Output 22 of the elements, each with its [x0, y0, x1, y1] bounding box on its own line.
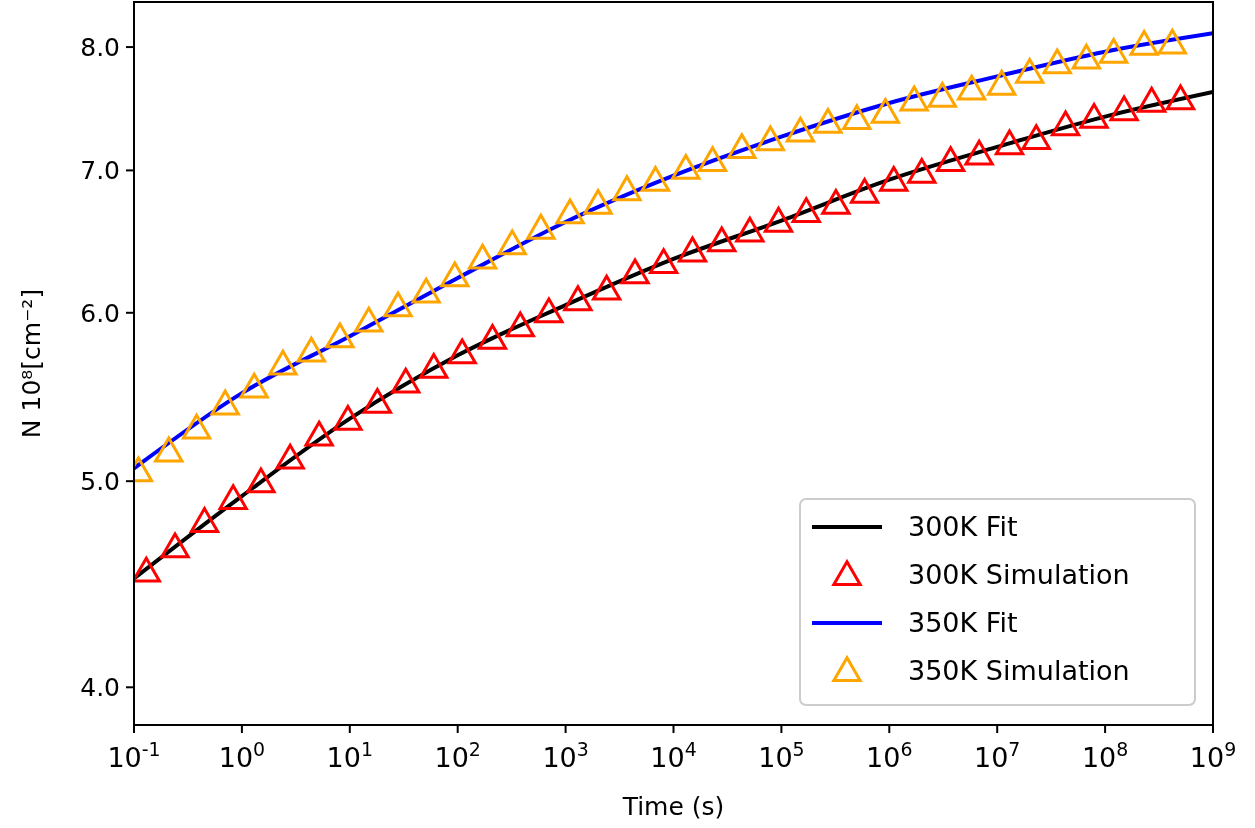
x-tick-label: 10$^{8}$	[1081, 738, 1129, 773]
legend-label: 350K Simulation	[908, 655, 1130, 686]
x-tick-label: 10$^{7}$	[974, 738, 1021, 773]
x-tick-label: 10$^{2}$	[434, 738, 481, 773]
x-tick-label: 10$^{0}$	[218, 738, 266, 773]
x-tick-label: 10$^{6}$	[866, 738, 913, 773]
x-tick-label: 10$^{5}$	[758, 738, 805, 773]
y-tick-label: 4.0	[80, 673, 120, 703]
x-tick-label: 10$^{3}$	[542, 738, 589, 773]
legend-label: 300K Simulation	[908, 559, 1130, 590]
legend-label: 300K Fit	[908, 511, 1018, 542]
y-tick-label: 7.0	[80, 156, 120, 186]
x-axis-title: Time (s)	[621, 792, 725, 821]
y-tick-label: 6.0	[80, 298, 120, 328]
x-tick-label: 10$^{9}$	[1189, 738, 1237, 773]
x-tick-label: 10$^{1}$	[326, 738, 373, 773]
y-tick-label: 5.0	[80, 467, 120, 497]
y-axis-title: N 10⁸[cm⁻²]	[17, 288, 46, 439]
x-tick-label: 10$^{-1}$	[107, 738, 161, 773]
legend-label: 350K Fit	[908, 607, 1018, 638]
y-tick-label: 8.0	[80, 33, 120, 63]
x-tick-label: 10$^{4}$	[650, 738, 697, 773]
